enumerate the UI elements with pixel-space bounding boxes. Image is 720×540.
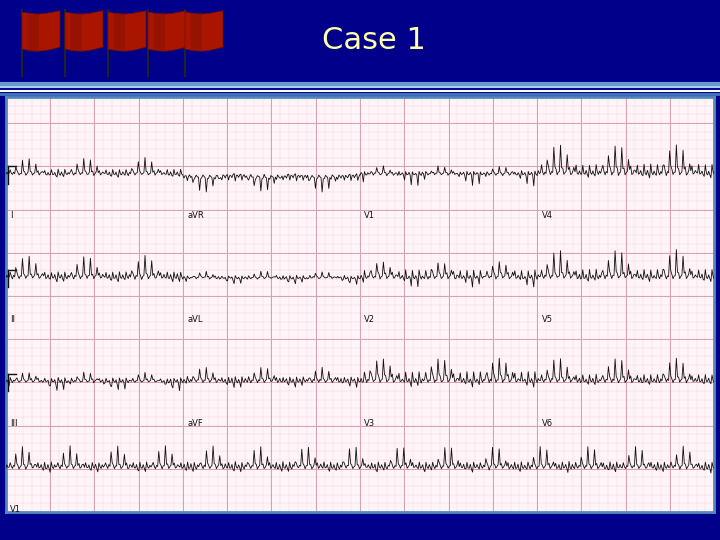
Text: III: III	[10, 418, 18, 428]
Polygon shape	[148, 11, 186, 51]
Polygon shape	[27, 14, 39, 52]
Text: V2: V2	[364, 315, 375, 324]
Polygon shape	[65, 11, 103, 51]
Polygon shape	[22, 11, 60, 51]
Polygon shape	[71, 13, 82, 52]
Polygon shape	[153, 12, 165, 51]
Polygon shape	[108, 11, 146, 51]
Text: aVF: aVF	[187, 418, 203, 428]
Text: aVL: aVL	[187, 315, 203, 324]
Text: II: II	[10, 315, 15, 324]
Text: V6: V6	[541, 418, 553, 428]
Text: aVR: aVR	[187, 211, 204, 220]
Text: V3: V3	[364, 418, 376, 428]
Text: V4: V4	[541, 211, 552, 220]
Text: Case 1: Case 1	[323, 26, 426, 55]
Text: V1: V1	[10, 505, 21, 514]
Text: V5: V5	[541, 315, 552, 324]
Polygon shape	[191, 12, 202, 50]
Text: V1: V1	[364, 211, 375, 220]
Polygon shape	[185, 11, 223, 51]
Polygon shape	[114, 13, 125, 51]
Text: I: I	[10, 211, 13, 220]
